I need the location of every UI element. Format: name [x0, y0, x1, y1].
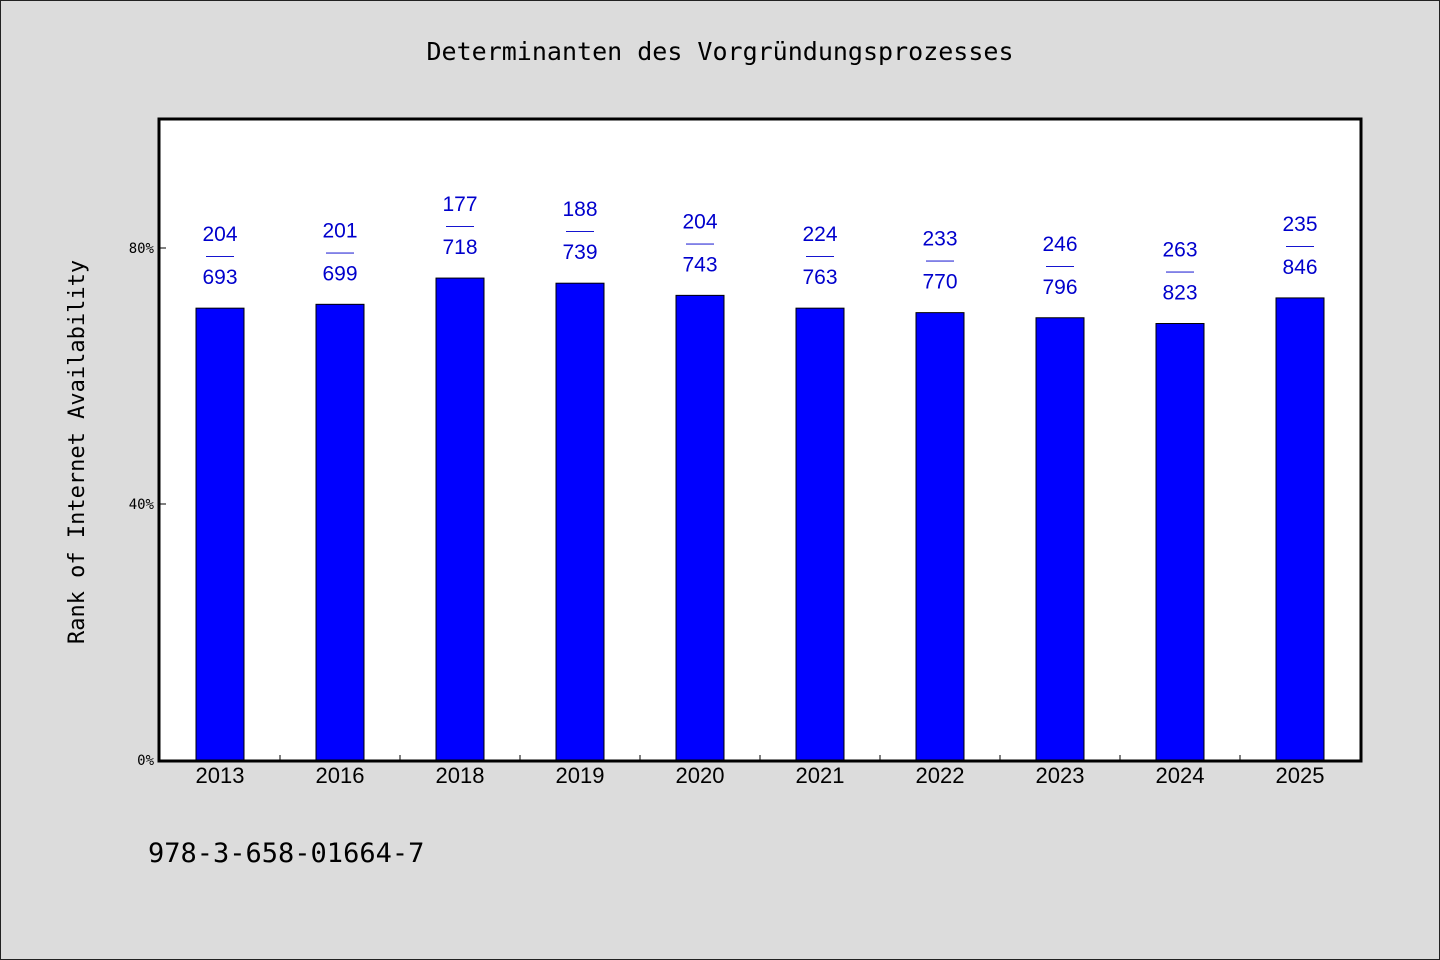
x-tick-label-2019: 2019	[556, 763, 605, 788]
bar-label-bottom-2016: 699	[322, 262, 357, 285]
bar-label-bottom-2024: 823	[1162, 282, 1197, 305]
bar-label-bottom-2019: 739	[562, 241, 597, 264]
bar-label-top-2013: 204	[202, 223, 237, 246]
x-tick-label-2016: 2016	[316, 763, 365, 788]
bar-label-top-2021: 224	[802, 223, 837, 246]
bar-label-top-2016: 201	[322, 219, 357, 242]
bar-label-bottom-2013: 693	[202, 266, 237, 289]
bar-label-sep-2025: ——	[1286, 237, 1314, 253]
x-tick-label-2013: 2013	[196, 763, 245, 788]
x-tick-label-2018: 2018	[436, 763, 485, 788]
bar-labels-group: 204——693201——699177——718188——739204——743…	[202, 193, 1317, 304]
y-axis-label: Rank of Internet Availability	[65, 260, 90, 644]
bar-2024	[1155, 323, 1205, 761]
bar-label-bottom-2020: 743	[682, 253, 717, 276]
x-tick-label-2024: 2024	[1156, 763, 1205, 788]
bar-label-sep-2024: ——	[1166, 263, 1194, 279]
bar-2023	[1035, 317, 1085, 761]
x-tick-label-2021: 2021	[796, 763, 845, 788]
bar-2013	[195, 307, 245, 761]
bar-label-top-2025: 235	[1282, 213, 1317, 236]
bar-label-sep-2013: ——	[206, 247, 234, 263]
bar-label-sep-2020: ——	[686, 234, 714, 250]
bar-label-sep-2021: ——	[806, 247, 834, 263]
x-tick-label-2020: 2020	[676, 763, 725, 788]
bar-label-bottom-2025: 846	[1282, 256, 1317, 279]
bar-2019	[555, 282, 605, 761]
bar-label-sep-2016: ——	[326, 243, 354, 259]
x-ticks-group: 2013 2016 2018 2019 2020 2021 2022 2023 2024 2025	[196, 755, 1325, 788]
y-ticks-group: 0% 40% 80%	[129, 241, 166, 769]
x-tick-label-2022: 2022	[916, 763, 965, 788]
bar-2021	[795, 307, 845, 761]
bar-label-sep-2022: ——	[926, 252, 954, 268]
bar-2025	[1275, 297, 1325, 761]
x-tick-label-2025: 2025	[1276, 763, 1325, 788]
bars-group	[195, 277, 1325, 761]
bar-2018	[435, 277, 485, 761]
bar-label-bottom-2021: 763	[802, 266, 837, 289]
bar-label-sep-2023: ——	[1046, 257, 1074, 273]
isbn-footer: 978-3-658-01664-7	[148, 838, 424, 869]
bar-label-top-2020: 204	[682, 210, 717, 233]
bar-label-top-2023: 246	[1042, 233, 1077, 256]
bar-2022	[915, 312, 965, 761]
bar-label-top-2019: 188	[562, 198, 597, 221]
bar-label-sep-2019: ——	[566, 222, 594, 238]
bar-label-sep-2018: ——	[446, 217, 474, 233]
bar-label-top-2024: 263	[1162, 239, 1197, 262]
bar-2020	[675, 294, 725, 761]
y-tick-label-2: 80%	[129, 241, 155, 257]
y-tick-label-1: 40%	[129, 497, 155, 513]
bar-label-top-2022: 233	[922, 228, 957, 251]
bar-label-bottom-2023: 796	[1042, 276, 1077, 299]
x-tick-label-2023: 2023	[1036, 763, 1085, 788]
bar-label-bottom-2018: 718	[442, 236, 477, 259]
bar-label-bottom-2022: 770	[922, 271, 957, 294]
y-tick-label-0: 0%	[137, 753, 154, 769]
bar-label-top-2018: 177	[442, 193, 477, 216]
bar-2016	[315, 303, 365, 761]
chart-title: Determinanten des Vorgründungsprozesses	[427, 37, 1014, 66]
